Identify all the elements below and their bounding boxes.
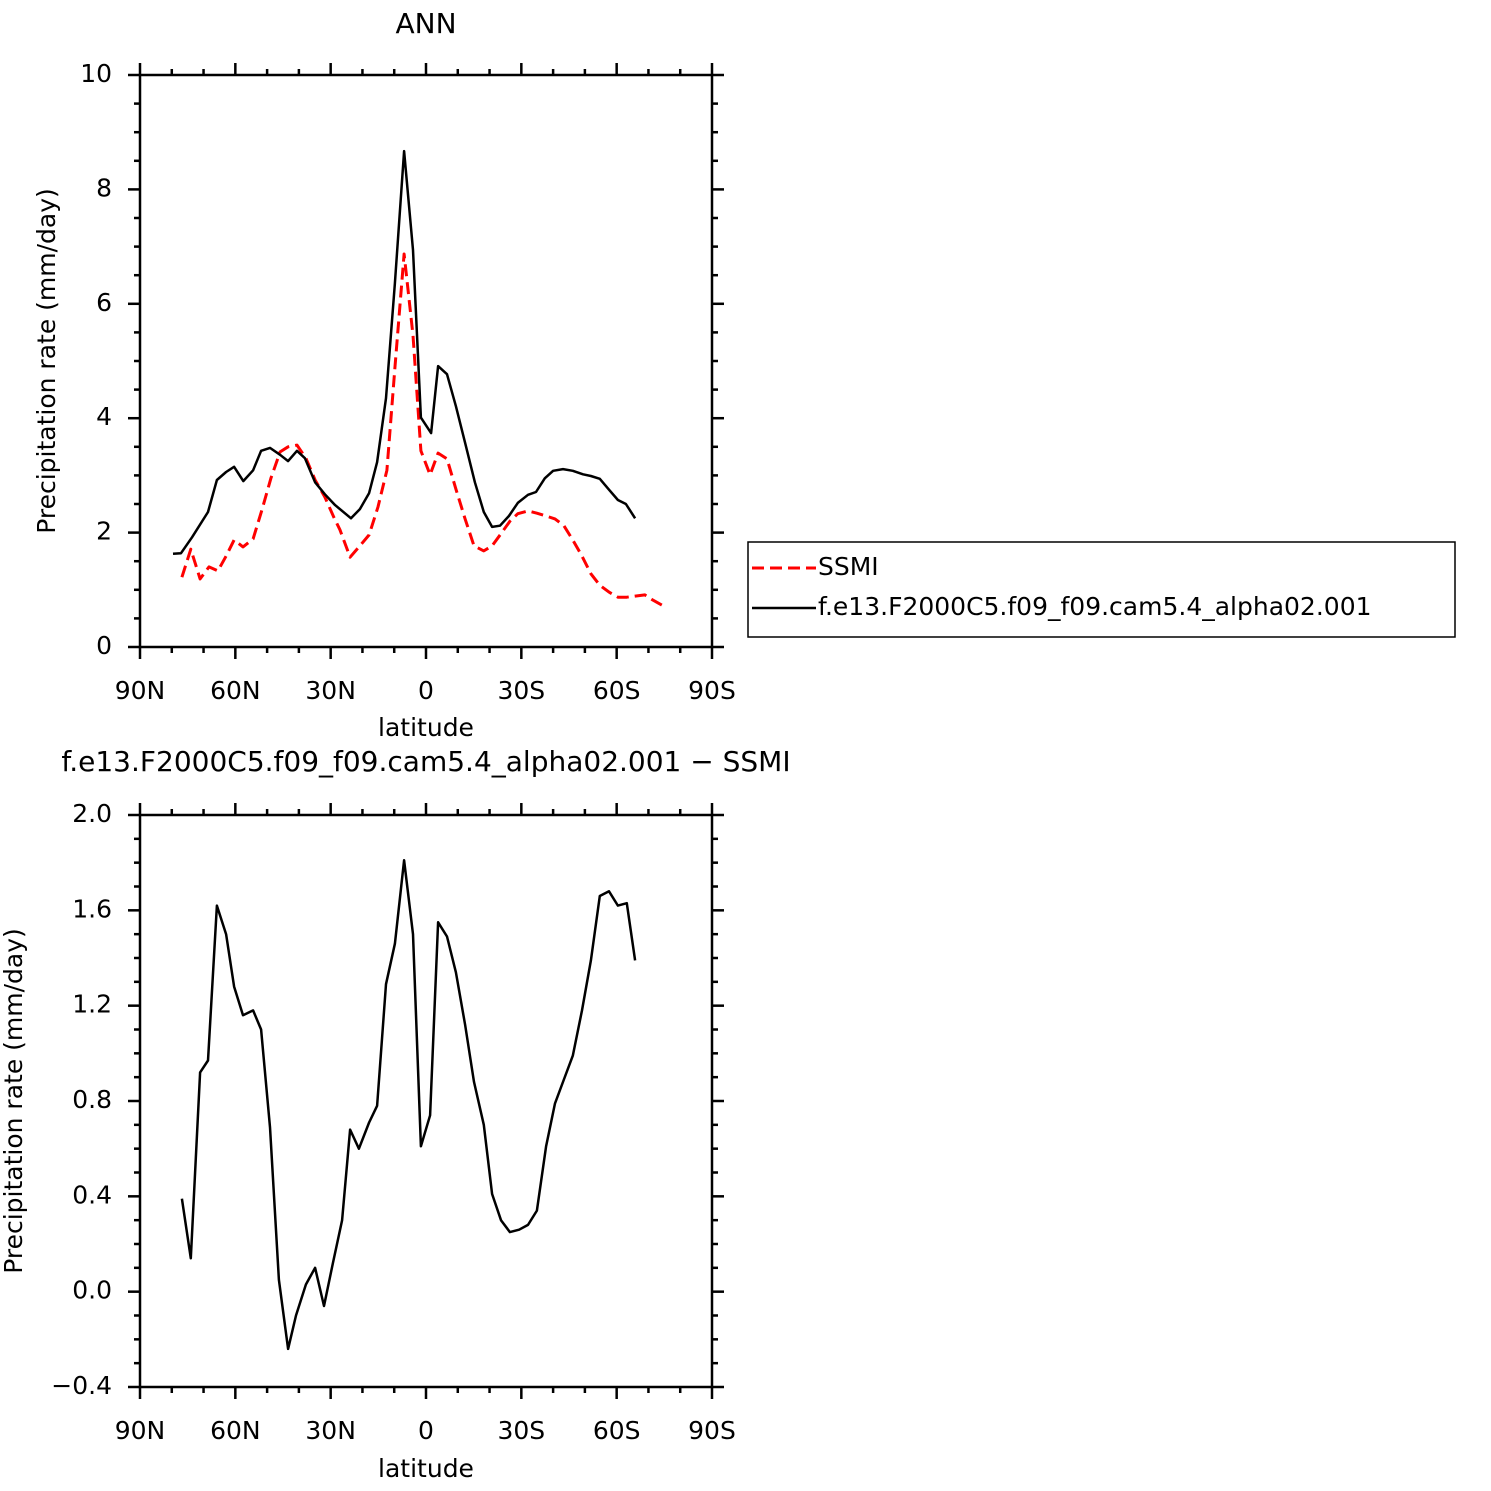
y-tick-label: 10 (80, 59, 112, 88)
series-line (172, 149, 637, 556)
y-tick-label: 4 (96, 402, 112, 431)
x-tick-label: 30S (497, 1416, 545, 1445)
x-axis-label: latitude (378, 713, 474, 742)
x-tick-label: 60N (210, 676, 261, 705)
series-line (180, 252, 663, 607)
legend-label: SSMI (818, 552, 879, 581)
y-tick-label: 8 (96, 173, 112, 202)
y-tick-label: 1.6 (72, 894, 112, 923)
x-tick-label: 30N (305, 676, 356, 705)
chart-title: f.e13.F2000C5.f09_f09.cam5.4_alpha02.001… (61, 745, 790, 778)
y-tick-label: 2 (96, 517, 112, 546)
x-tick-label: 90S (688, 676, 736, 705)
series-line (180, 859, 637, 1351)
plot-frame (138, 813, 714, 1389)
x-tick-label: 90N (115, 676, 166, 705)
x-tick-label: 90S (688, 1416, 736, 1445)
y-tick-label: 0 (96, 631, 112, 660)
y-tick-label: 0.8 (72, 1085, 112, 1114)
y-tick-label: −0.4 (51, 1371, 112, 1400)
chart-title: ANN (395, 7, 456, 40)
y-tick-label: 0.0 (72, 1276, 112, 1305)
x-axis-label: latitude (378, 1454, 474, 1483)
y-tick-label: 2.0 (72, 799, 112, 828)
x-tick-label: 30S (497, 676, 545, 705)
x-tick-label: 60N (210, 1416, 261, 1445)
x-tick-label: 60S (593, 1416, 641, 1445)
x-tick-label: 0 (418, 676, 434, 705)
y-tick-label: 1.2 (72, 990, 112, 1019)
x-tick-label: 0 (418, 1416, 434, 1445)
y-tick-label: 6 (96, 288, 112, 317)
legend-box (747, 541, 1456, 638)
plot-frame (138, 73, 714, 649)
x-tick-label: 90N (115, 1416, 166, 1445)
x-tick-label: 60S (593, 676, 641, 705)
y-tick-label: 0.4 (72, 1180, 112, 1209)
y-axis-label: Precipitation rate (mm/day) (32, 188, 61, 534)
x-tick-label: 30N (305, 1416, 356, 1445)
legend-label: f.e13.F2000C5.f09_f09.cam5.4_alpha02.001 (818, 592, 1372, 621)
y-axis-label: Precipitation rate (mm/day) (0, 928, 28, 1274)
